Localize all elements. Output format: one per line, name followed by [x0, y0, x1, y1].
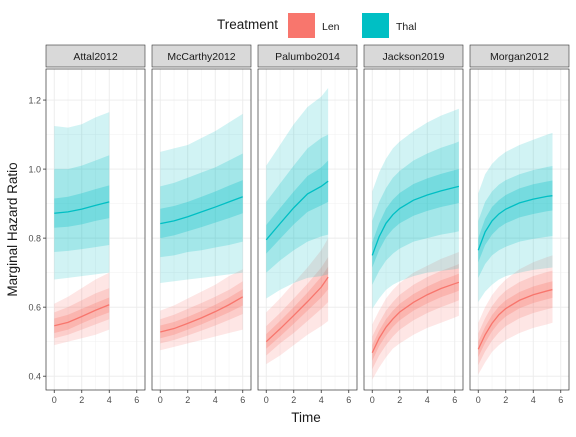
series-line-thal — [160, 196, 243, 225]
band-middle-len — [160, 281, 243, 344]
x-tick-label: 6 — [346, 395, 351, 405]
band-inner-len — [478, 281, 553, 357]
legend-label-thal: Thal — [396, 21, 416, 33]
band-inner-thal — [266, 160, 329, 254]
facet-strip — [45, 44, 146, 68]
band-middle-thal — [160, 153, 243, 258]
x-tick-label: 0 — [370, 395, 375, 405]
band-outer-thal — [372, 108, 459, 309]
band-outer-thal — [478, 132, 553, 302]
x-tick-label: 0 — [476, 395, 481, 405]
x-axis-title: Time — [291, 410, 321, 425]
band-outer-thal — [160, 113, 243, 284]
facet-title: McCarthy2012 — [167, 51, 235, 63]
facet-strip — [469, 44, 570, 68]
band-outer-len — [478, 255, 553, 375]
x-tick-label: 6 — [452, 395, 457, 405]
band-inner-len — [54, 297, 110, 334]
y-tick-label: 1.0 — [28, 165, 41, 175]
x-tick-label: 0 — [264, 395, 269, 405]
x-tick-label: 6 — [558, 395, 563, 405]
band-outer-len — [160, 269, 243, 351]
legend-key-len — [288, 13, 315, 38]
series-line-thal — [477, 195, 553, 251]
panel-border — [363, 68, 464, 391]
x-tick-label: 4 — [531, 395, 536, 405]
facet-strip — [363, 44, 464, 68]
y-axis-title: Marginal Hazard Ratio — [5, 162, 20, 296]
facet-title: Palumbo2014 — [275, 51, 340, 63]
band-outer-len — [266, 238, 329, 365]
x-tick-label: 2 — [79, 395, 84, 405]
series-line-thal — [265, 180, 329, 241]
panel-border — [45, 68, 146, 391]
x-tick-label: 4 — [319, 395, 324, 405]
band-middle-len — [266, 257, 329, 356]
y-tick-label: 1.2 — [28, 96, 41, 106]
x-tick-label: 2 — [397, 395, 402, 405]
band-outer-thal — [54, 112, 110, 280]
x-tick-label: 0 — [52, 395, 57, 405]
series-line-len — [477, 288, 553, 350]
band-outer-thal — [266, 87, 329, 299]
band-inner-len — [372, 273, 459, 361]
band-middle-thal — [54, 155, 110, 252]
x-tick-label: 4 — [107, 395, 112, 405]
x-tick-label: 6 — [240, 395, 245, 405]
x-tick-label: 6 — [134, 395, 139, 405]
facet-strip — [151, 44, 252, 68]
series-line-thal — [371, 185, 460, 256]
band-inner-thal — [54, 185, 110, 228]
band-outer-len — [54, 272, 110, 346]
band-outer-len — [372, 251, 459, 380]
facet-title: Attal2012 — [73, 51, 118, 63]
band-inner-thal — [160, 180, 243, 239]
facet-strip — [257, 44, 358, 68]
x-tick-label: 2 — [503, 395, 508, 405]
x-tick-label: 2 — [185, 395, 190, 405]
y-tick-label: 0.8 — [28, 234, 41, 244]
legend-label-len: Len — [322, 21, 340, 33]
band-middle-thal — [478, 165, 553, 278]
panel-border — [257, 68, 358, 391]
series-line-len — [371, 281, 460, 353]
series-line-len — [160, 296, 244, 333]
x-tick-label: 2 — [291, 395, 296, 405]
series-line-len — [54, 304, 110, 327]
band-inner-thal — [372, 169, 459, 268]
band-middle-thal — [372, 141, 459, 285]
band-inner-thal — [478, 180, 553, 263]
series-line-thal — [54, 201, 110, 214]
y-tick-label: 0.6 — [28, 303, 41, 313]
x-tick-label: 0 — [158, 395, 163, 405]
panel-border — [469, 68, 570, 391]
legend-key-thal — [362, 13, 389, 38]
panel-border — [151, 68, 252, 391]
facet-title: Jackson2019 — [383, 51, 445, 63]
y-tick-label: 0.4 — [28, 372, 41, 382]
x-tick-label: 4 — [425, 395, 430, 405]
x-tick-label: 4 — [213, 395, 218, 405]
band-middle-len — [54, 288, 110, 339]
legend-title: Treatment — [217, 17, 278, 32]
series-line-len — [265, 276, 329, 343]
facet-title: Morgan2012 — [490, 51, 549, 63]
